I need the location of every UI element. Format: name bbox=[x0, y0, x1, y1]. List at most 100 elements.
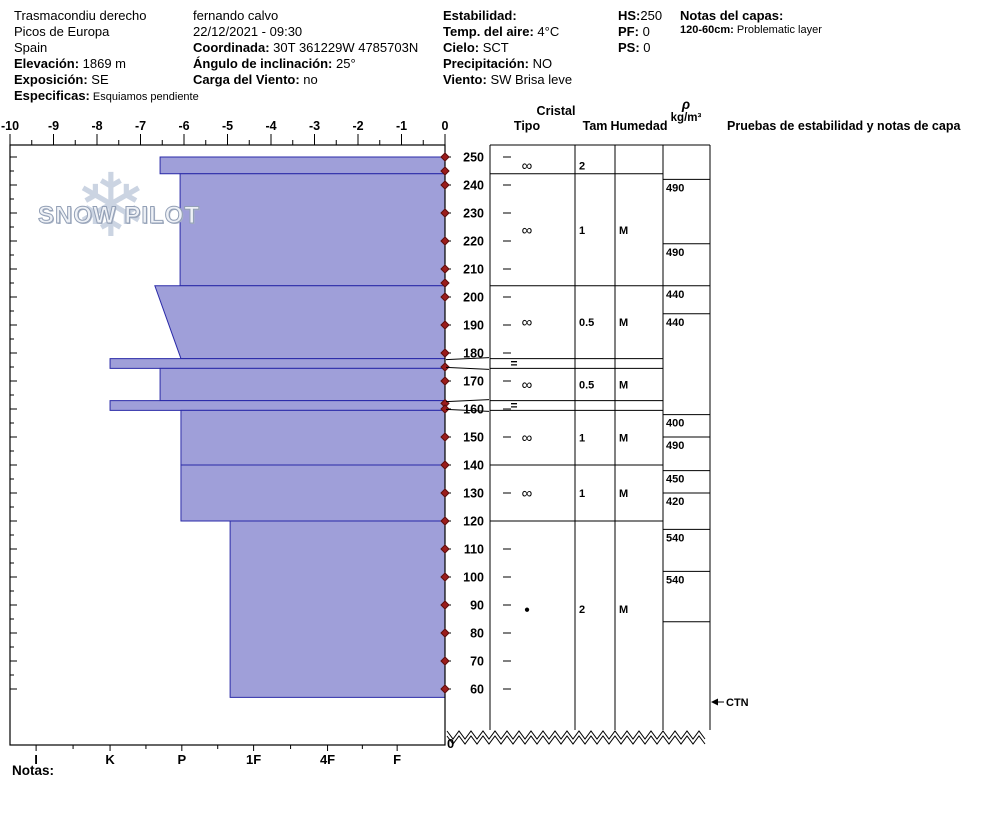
header-field: 120-60cm: Problematic layer bbox=[680, 24, 822, 36]
temperature-marker bbox=[440, 600, 450, 610]
svg-text:F: F bbox=[393, 752, 401, 767]
moisture: M bbox=[619, 225, 628, 237]
svg-text:-7: -7 bbox=[135, 119, 146, 133]
density-value: 540 bbox=[666, 532, 684, 544]
depth-label: 80 bbox=[470, 627, 484, 641]
depth-zero-label: 0 bbox=[447, 736, 455, 751]
header-field: Cielo: SCT bbox=[443, 40, 509, 55]
col-header-density-unit: kg/m³ bbox=[670, 112, 702, 124]
temperature-marker bbox=[440, 362, 450, 372]
density-value: 540 bbox=[666, 574, 684, 586]
svg-text:I: I bbox=[34, 752, 38, 767]
col-header-tam: Tam bbox=[582, 119, 608, 133]
header-field: Notas del capas: bbox=[680, 8, 784, 23]
svg-text:-2: -2 bbox=[352, 119, 363, 133]
header-field: Elevación: 1869 m bbox=[14, 56, 127, 71]
col-header-tipo: Tipo bbox=[513, 119, 541, 133]
depth-label: 160 bbox=[463, 403, 484, 417]
depth-break-zigzag bbox=[446, 730, 706, 745]
temperature-marker bbox=[440, 166, 450, 176]
density-value: 420 bbox=[666, 496, 684, 508]
temperature-marker bbox=[440, 544, 450, 554]
col-header-stability-tests: Pruebas de estabilidad y notas de capa bbox=[727, 119, 961, 133]
svg-text:1F: 1F bbox=[246, 752, 261, 767]
depth-label: 70 bbox=[470, 655, 484, 669]
moisture: M bbox=[619, 317, 628, 329]
density-value: 450 bbox=[666, 474, 684, 486]
density-value: 490 bbox=[666, 247, 684, 259]
grain-size: 2 bbox=[579, 604, 585, 616]
header-field: Picos de Europa bbox=[14, 24, 110, 39]
top-axis: -10 -9 -8 -7 -6 -5 -4 -3 -2 -1 0 bbox=[1, 119, 449, 145]
depth-label: 190 bbox=[463, 319, 484, 333]
temperature-marker bbox=[440, 684, 450, 694]
svg-text:-1: -1 bbox=[396, 119, 407, 133]
temperature-marker bbox=[440, 656, 450, 666]
depth-label: 150 bbox=[463, 431, 484, 445]
temperature-marker bbox=[440, 572, 450, 582]
density-value: 440 bbox=[666, 289, 684, 301]
depth-label: 170 bbox=[463, 375, 484, 389]
depth-label: 250 bbox=[463, 151, 484, 165]
header-field: HS:250 bbox=[618, 8, 663, 23]
density-value: 400 bbox=[666, 418, 684, 430]
temperature-marker bbox=[440, 432, 450, 442]
grain-symbol: ∞ bbox=[522, 377, 533, 394]
arrow-left-icon bbox=[711, 698, 718, 706]
header-field: Spain bbox=[14, 40, 48, 55]
depth-label: 180 bbox=[463, 347, 484, 361]
depth-label: 230 bbox=[463, 207, 484, 221]
temperature-marker bbox=[440, 320, 450, 330]
header-field: Trasmacondiu derecho bbox=[14, 8, 147, 23]
snowflake-icon: ❄ bbox=[74, 156, 148, 255]
grain-size: 1 bbox=[579, 225, 585, 237]
col-header-density: ρ bbox=[681, 97, 691, 112]
svg-text:-3: -3 bbox=[309, 119, 320, 133]
grain-size: 1 bbox=[579, 433, 585, 445]
svg-text:-10: -10 bbox=[1, 119, 19, 133]
density-value: 490 bbox=[666, 182, 684, 194]
hand-hardness-axis: I K P 1F 4F F bbox=[34, 745, 401, 767]
temperature-marker bbox=[440, 292, 450, 302]
snow-layer-bar bbox=[159, 367, 446, 402]
header-field: PS: 0 bbox=[618, 40, 651, 55]
svg-text:4F: 4F bbox=[320, 752, 335, 767]
svg-text:-5: -5 bbox=[222, 119, 233, 133]
depth-label: 220 bbox=[463, 235, 484, 249]
grain-symbol: ∞ bbox=[522, 485, 533, 502]
snow-layer-bar bbox=[180, 409, 446, 466]
grain-size: 1 bbox=[579, 488, 585, 500]
grain-symbol: ∞ bbox=[522, 430, 533, 447]
density-value: 490 bbox=[666, 440, 684, 452]
temperature-marker bbox=[440, 348, 450, 358]
header-field: Estabilidad: bbox=[443, 8, 517, 23]
temperature-marker bbox=[440, 264, 450, 274]
grain-size: 0.5 bbox=[579, 380, 594, 392]
temperature-marker bbox=[440, 404, 450, 414]
grain-symbol: ● bbox=[524, 605, 530, 616]
header-field: fernando calvo bbox=[193, 8, 279, 23]
temperature-marker bbox=[440, 488, 450, 498]
temperature-marker bbox=[440, 460, 450, 470]
snow-layer-bar bbox=[179, 173, 446, 287]
moisture: M bbox=[619, 380, 628, 392]
snow-layer-bar bbox=[229, 520, 446, 698]
header-field: 22/12/2021 - 09:30 bbox=[193, 24, 303, 39]
stability-test-ctn: CTN bbox=[711, 697, 749, 709]
grain-symbol: ∞ bbox=[522, 157, 533, 174]
snow-layer-bar bbox=[109, 358, 446, 369]
depth-label: 200 bbox=[463, 291, 484, 305]
snow-layer-bar bbox=[180, 464, 446, 522]
density-value: 440 bbox=[666, 317, 684, 329]
temperature-marker bbox=[440, 376, 450, 386]
header-field: Exposición: SE bbox=[14, 72, 109, 87]
grain-symbol: = bbox=[510, 357, 517, 371]
moisture: M bbox=[619, 604, 628, 616]
moisture: M bbox=[619, 488, 628, 500]
grain-size: 2 bbox=[579, 160, 585, 172]
depth-label: 130 bbox=[463, 487, 484, 501]
density-column: 490 490 440 440 400 490 450 420 540 540 bbox=[663, 178, 710, 623]
